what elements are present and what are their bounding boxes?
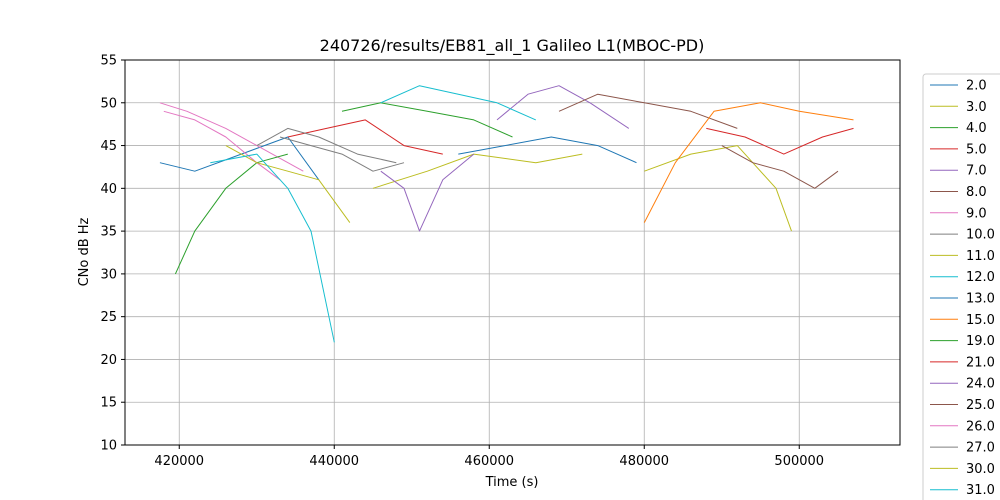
series-line-11-0 — [644, 145, 792, 232]
legend-entry-label: 11.0 — [966, 249, 995, 264]
legend-entry-label: 15.0 — [966, 313, 995, 328]
legend-box — [922, 73, 1000, 500]
series-line-7-0 — [496, 85, 630, 129]
series-line-13-0 — [458, 136, 637, 164]
y-axis-label: CNo dB Hz — [77, 217, 92, 286]
legend-entry-label: 9.0 — [966, 206, 987, 221]
legend-entry-label: 21.0 — [966, 355, 995, 370]
legend-entry-label: 5.0 — [966, 142, 987, 157]
y-tick-label: 10 — [100, 439, 117, 454]
legend-entry-label: 3.0 — [966, 100, 987, 115]
series-line-8-0 — [558, 93, 738, 129]
x-tick-label: 480000 — [619, 454, 669, 469]
x-axis-label: Time (s) — [485, 475, 539, 490]
series-line-24-0 — [380, 153, 475, 232]
legend-entry-label: 10.0 — [966, 228, 995, 243]
x-tick-label: 460000 — [464, 454, 514, 469]
series-line-19-0 — [174, 153, 288, 275]
y-tick-label: 25 — [100, 310, 117, 325]
y-tick-label: 20 — [100, 353, 117, 368]
legend-entry-label: 19.0 — [966, 334, 995, 349]
series-line-10-0 — [256, 127, 397, 164]
legend-entry-label: 25.0 — [966, 398, 995, 413]
x-tick-label: 440000 — [309, 454, 359, 469]
chart-title: 240726/results/EB81_all_1 Galileo L1(MBO… — [320, 36, 705, 56]
legend-entry-label: 2.0 — [966, 79, 987, 94]
y-tick-label: 50 — [100, 96, 117, 111]
series-line-5-0 — [287, 119, 443, 155]
y-tick-label: 35 — [100, 225, 117, 240]
legend-entry-label: 13.0 — [966, 292, 995, 307]
legend-entry-label: 8.0 — [966, 185, 987, 200]
legend-entry-label: 30.0 — [966, 462, 995, 477]
y-tick-label: 45 — [100, 139, 117, 154]
series-line-31-0 — [210, 153, 335, 343]
plot-frame — [124, 59, 901, 446]
legend-entry-label: 24.0 — [966, 377, 995, 392]
y-axis-ticks: 10 15 20 25 30 35 40 45 50 55 — [100, 54, 125, 454]
legend-entry-label: 12.0 — [966, 270, 995, 285]
series-line-27-0 — [279, 136, 405, 172]
legend-entry-label: 27.0 — [966, 441, 995, 456]
y-tick-label: 55 — [100, 54, 117, 69]
series-line-21-0 — [706, 127, 854, 155]
legend-entry-label: 4.0 — [966, 121, 987, 136]
x-tick-label: 500000 — [774, 454, 824, 469]
series-line-4-0 — [341, 102, 513, 138]
legend-entry-label: 31.0 — [966, 483, 995, 498]
y-tick-label: 30 — [100, 267, 117, 282]
legend-entry-label: 7.0 — [966, 164, 987, 179]
x-tick-label: 420000 — [154, 454, 204, 469]
series-line-30-0 — [225, 145, 351, 223]
series-lines — [159, 85, 854, 343]
legend: 2.0 3.0 4.0 5.0 7.0 8.0 9.0 10.0 11.0 12.0 13.0 15.… — [922, 73, 1000, 500]
y-tick-label: 40 — [100, 182, 117, 197]
series-line-9-0 — [159, 102, 304, 172]
series-line-26-0 — [163, 110, 281, 181]
x-axis-ticks: 420000 440000 460000 480000 500000 — [154, 445, 824, 469]
series-line-25-0 — [721, 145, 839, 189]
legend-entry-label: 26.0 — [966, 419, 995, 434]
y-tick-label: 15 — [100, 396, 117, 411]
series-line-12-0 — [380, 85, 537, 121]
series-line-15-0 — [643, 102, 854, 223]
